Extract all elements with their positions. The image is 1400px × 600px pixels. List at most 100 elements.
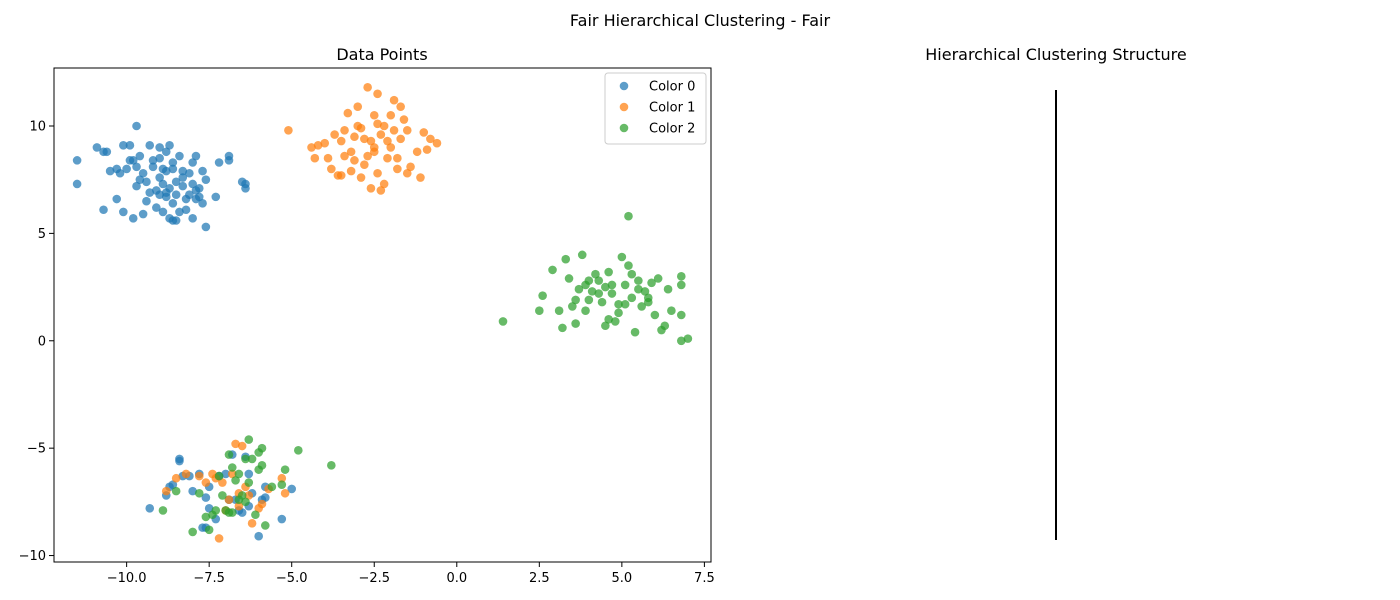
data-point [591,269,600,279]
data-point [99,205,108,215]
data-point [128,214,138,223]
legend-label: Color 0 [649,80,695,95]
data-point [386,110,396,120]
data-point [138,209,148,219]
data-point [284,125,293,135]
x-tick-label: −2.5 [358,571,390,586]
x-tick-label: −10.0 [107,571,147,586]
data-point [218,478,227,487]
data-point [277,514,287,524]
data-point [577,250,587,260]
data-point [350,132,359,142]
data-point [214,471,224,481]
data-point [558,323,567,333]
data-point [247,519,257,528]
data-point [383,136,392,146]
data-point [313,141,323,150]
data-point [336,171,346,180]
data-point [663,284,673,294]
data-point [327,164,336,174]
data-point [135,175,145,184]
data-point [161,166,171,176]
data-point [119,141,128,150]
data-point [145,504,155,513]
data-point [396,134,405,144]
data-point [178,181,188,191]
data-point [191,194,201,204]
data-point [356,173,366,182]
data-point [158,207,168,217]
data-point [244,491,254,500]
data-point [676,272,686,281]
data-point [581,306,590,316]
scatter-ticks: −10.0 −7.5 −5.0 −2.5 0.0 2.5 5.0 7.5 −10 −5 0 5 10 [19,119,715,586]
data-point [402,125,412,135]
data-point [125,156,135,165]
data-point [571,319,580,328]
data-point [155,173,164,182]
data-point [280,488,290,498]
data-point [346,147,356,157]
data-point [257,443,267,453]
data-point [72,179,82,189]
data-point [343,108,353,118]
data-point [161,147,171,157]
data-point [535,306,544,316]
data-point [363,151,372,161]
data-point [389,95,399,105]
data-point [568,302,577,311]
data-point [171,177,181,187]
data-point [594,276,604,285]
data-point [168,199,178,208]
data-point [198,166,207,176]
data-point [204,525,214,535]
data-point [247,454,257,464]
data-point [676,336,686,346]
series-1 [161,83,442,543]
data-point [336,136,346,146]
data-point [158,506,168,515]
data-point [676,310,686,320]
data-point [373,89,382,99]
data-point [294,446,303,455]
x-tick-label: −5.0 [276,571,308,586]
data-point [419,128,429,137]
data-point [188,486,197,496]
data-point [161,192,171,202]
data-point [601,321,610,331]
legend-box [604,72,707,145]
data-point [234,469,244,479]
data-point [280,465,290,474]
data-point [122,164,131,174]
data-point [178,173,188,182]
data-point [115,168,125,178]
data-point [185,168,194,178]
y-tick-label: −10 [19,549,46,564]
data-point [597,297,607,307]
data-point [244,435,254,444]
data-point [171,486,181,496]
data-point [637,302,646,311]
data-point [175,151,184,161]
data-point [584,276,594,285]
data-point [194,488,204,498]
data-point [653,274,663,283]
data-point [594,289,604,298]
data-point [201,512,211,522]
data-point [412,147,422,157]
data-point [171,473,181,483]
data-point [320,138,330,148]
data-point [168,164,178,174]
data-point [218,491,227,500]
data-point [132,121,141,131]
data-point [201,478,211,487]
data-point [244,478,254,487]
data-point [660,321,670,331]
data-point [257,461,267,470]
data-point [402,168,412,178]
data-point [241,454,250,464]
x-tick-label: 2.5 [529,571,550,586]
data-point [254,531,263,541]
x-tick-label: 5.0 [612,571,633,586]
data-point [135,151,145,161]
